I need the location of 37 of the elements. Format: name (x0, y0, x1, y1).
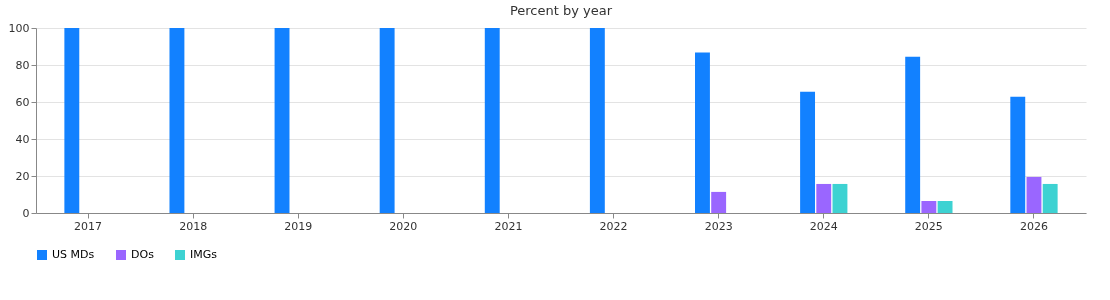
bar (1010, 96, 1026, 213)
bar (589, 28, 605, 213)
legend-label: DOs (131, 248, 155, 261)
x-tick-label: 2025 (914, 219, 943, 233)
x-tick-label: 2026 (1019, 219, 1048, 233)
y-tick-label: 80 (15, 58, 30, 72)
x-tick-label: 2017 (74, 219, 103, 233)
bar (800, 91, 816, 213)
bar (816, 183, 832, 213)
chart-title: Percent by year (509, 3, 613, 18)
legend-label: US MDs (52, 248, 95, 261)
bar (169, 28, 185, 213)
y-tick-label: 100 (8, 21, 30, 35)
bar (937, 200, 953, 213)
x-tick-label: 2024 (809, 219, 838, 233)
y-tick-label: 20 (15, 169, 30, 183)
bar (905, 56, 921, 213)
bar (921, 200, 937, 213)
x-tick-label: 2018 (179, 219, 208, 233)
legend-label: IMGs (190, 248, 218, 261)
x-tick-label: 2021 (494, 219, 523, 233)
y-tick-label: 60 (15, 95, 30, 109)
bar (64, 28, 80, 213)
x-tick-label: 2020 (389, 219, 418, 233)
bar (832, 183, 848, 213)
bar (711, 191, 727, 213)
bar (274, 28, 290, 213)
bar (484, 28, 500, 213)
bar (379, 28, 395, 213)
bar (1026, 176, 1042, 213)
x-tick-label: 2022 (599, 219, 628, 233)
x-tick-label: 2023 (704, 219, 733, 233)
y-tick-label: 40 (15, 132, 30, 146)
bar (695, 52, 710, 213)
y-tick-label: 0 (22, 206, 30, 220)
x-tick-label: 2019 (284, 219, 313, 233)
bar (1042, 183, 1058, 213)
